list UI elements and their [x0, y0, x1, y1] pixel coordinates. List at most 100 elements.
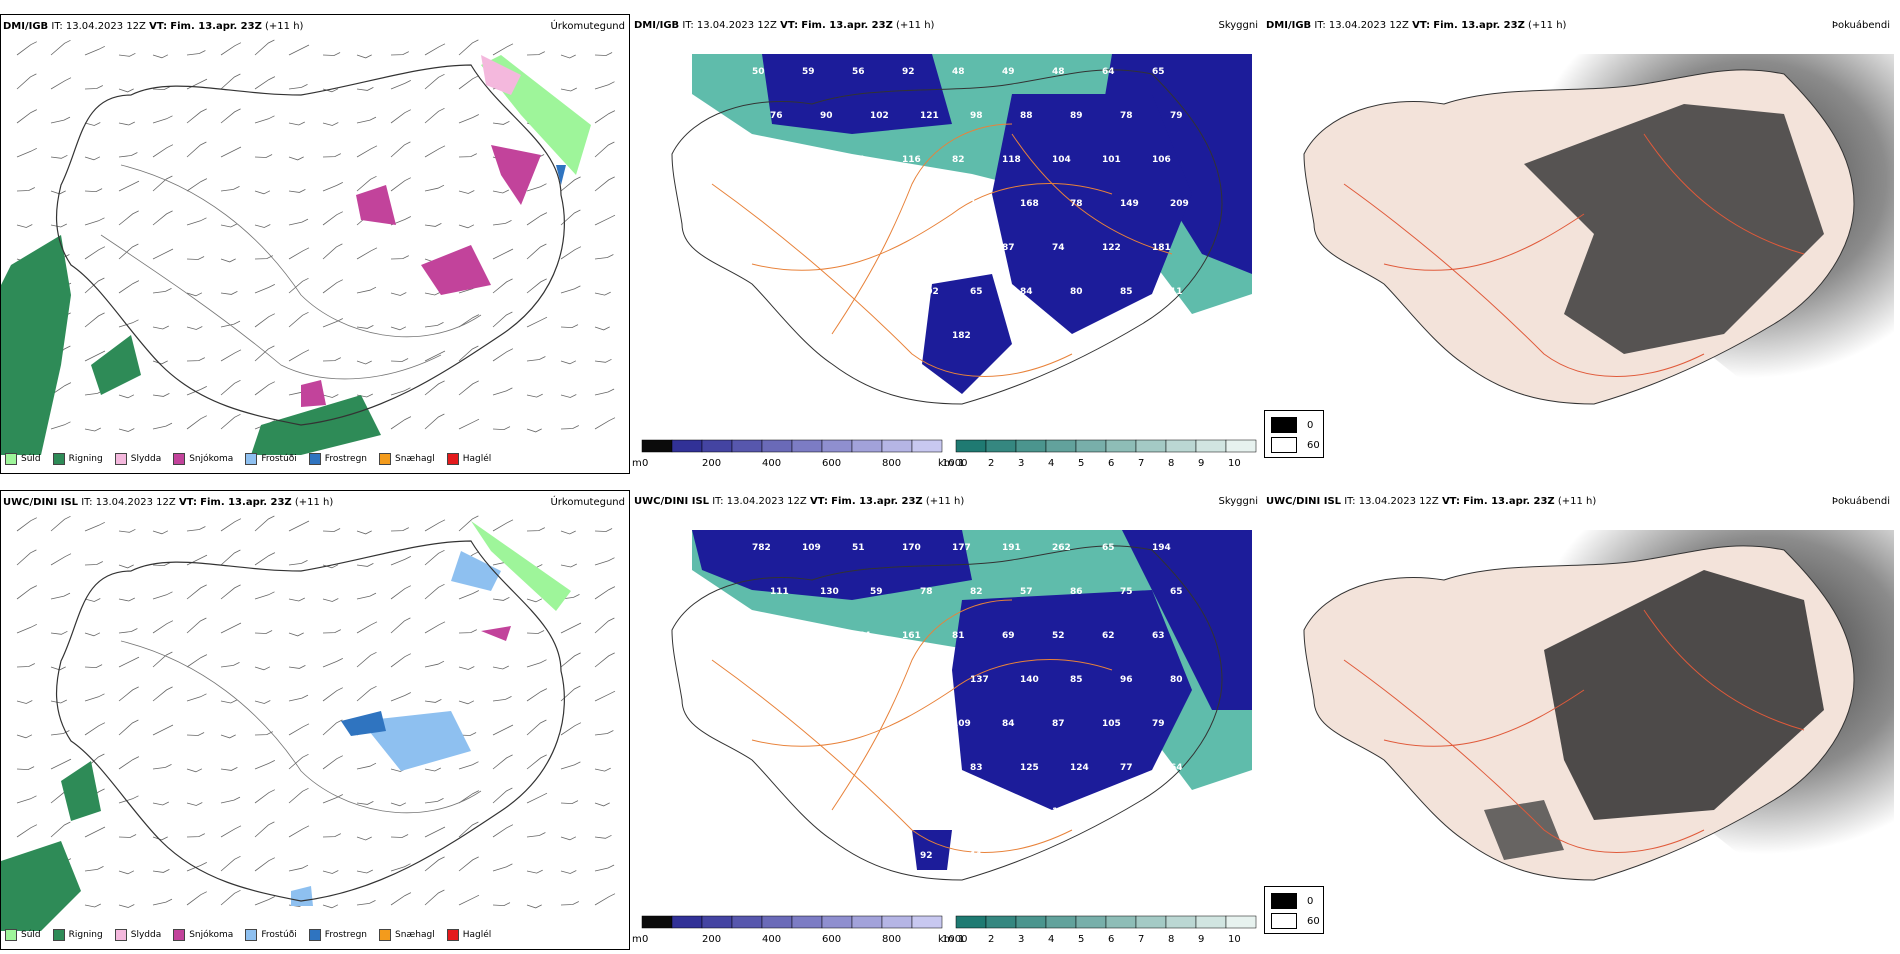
- wind-barb: [186, 178, 208, 192]
- wind-barb: [118, 280, 140, 294]
- wind-barb: [322, 122, 339, 126]
- wind-barb: [152, 686, 173, 702]
- elevation-scale-cell: [671, 439, 703, 453]
- wind-barb: [322, 629, 341, 634]
- wind-barb: [84, 866, 104, 872]
- wind-barb: [118, 528, 136, 533]
- visibility-value-label: 65: [970, 287, 983, 297]
- wind-barb: [50, 630, 68, 635]
- elevation-scale-cell: [761, 439, 793, 453]
- wind-barb: [50, 758, 72, 770]
- wind-barb: [390, 216, 411, 226]
- wind-barb: [424, 856, 445, 872]
- wind-barb: [50, 666, 66, 671]
- wind-barb: [526, 356, 546, 362]
- visibility-value-label: 74: [1052, 243, 1065, 253]
- wind-barb: [594, 81, 615, 90]
- wind-barb: [50, 515, 71, 532]
- visibility-value-label: 24: [752, 331, 765, 341]
- wind-barb: [84, 156, 101, 161]
- visibility-value-label: 57: [1020, 587, 1033, 597]
- wind-barb: [492, 348, 514, 362]
- elevation-scale-cell: [701, 915, 733, 929]
- legend-label: Frostregn: [324, 454, 368, 464]
- legend-swatch: [245, 929, 258, 941]
- wind-barb: [118, 564, 134, 569]
- iceland-map-precip: [1, 515, 616, 931]
- wind-barb: [220, 699, 237, 704]
- wind-barb: [390, 692, 411, 702]
- visibility-value-label: 782: [752, 543, 771, 553]
- wind-barb: [220, 889, 241, 906]
- wind-barb: [526, 243, 547, 260]
- wind-barb: [492, 863, 513, 872]
- wind-barb: [288, 311, 309, 328]
- visibility-value-label: 85: [1070, 675, 1083, 685]
- legend-label: Snjókoma: [189, 454, 234, 464]
- wind-barb: [492, 311, 513, 328]
- fog-legend: 0 60: [1264, 410, 1324, 458]
- wind-barb: [390, 556, 411, 566]
- legend-item: Frostúði: [245, 929, 297, 941]
- visibility-value-label: 65: [1170, 587, 1183, 597]
- fog-panel-uwc: UWC/DINI ISL IT: 13.04.2023 12Z VT: Fim.…: [1264, 490, 1894, 950]
- legend-swatch: [5, 929, 17, 941]
- visibility-value-label: 161: [902, 631, 921, 641]
- wind-barb: [526, 316, 548, 328]
- elevation-scale-unit: m: [632, 458, 642, 469]
- wind-barb: [560, 285, 581, 294]
- wind-barb: [186, 292, 203, 297]
- visibility-value-label: 86: [1070, 587, 1083, 597]
- wind-barb: [186, 415, 207, 430]
- visibility-value-label: 69: [1002, 631, 1015, 641]
- panel-header: UWC/DINI ISL IT: 13.04.2023 12Z VT: Fim.…: [3, 497, 334, 508]
- wind-barb: [322, 153, 341, 158]
- visibility-scale-tick: 8: [1168, 934, 1174, 945]
- wind-barb: [152, 86, 171, 91]
- visibility-scale-cell: [1195, 439, 1227, 453]
- wind-barb: [322, 243, 343, 260]
- wind-barb: [356, 87, 374, 91]
- wind-barb: [594, 767, 611, 772]
- visibility-value-label: 164: [852, 631, 871, 641]
- legend-swatch: [379, 453, 392, 465]
- wind-barb: [254, 224, 271, 228]
- wind-barb: [118, 686, 139, 702]
- wind-barb: [152, 764, 172, 770]
- visibility-value-label: 194: [1152, 543, 1171, 553]
- wind-barb: [186, 732, 205, 736]
- visibility-value-label: 81: [752, 155, 765, 165]
- wind-barb: [288, 825, 310, 838]
- visibility-value-label: 109: [802, 543, 821, 553]
- wind-barb: [220, 291, 238, 295]
- elevation-scale-tick: 400: [762, 458, 781, 469]
- wind-barb: [526, 832, 546, 838]
- visibility-value-label: 124: [1070, 763, 1089, 773]
- fog-legend: 0 60: [1264, 886, 1324, 934]
- visibility-scale-tick: 4: [1048, 934, 1054, 945]
- wind-barb: [356, 116, 377, 124]
- wind-barb: [254, 700, 271, 704]
- visibility-value-label: 65: [1102, 543, 1115, 553]
- wind-barb: [458, 153, 477, 158]
- visibility-value-label: 111: [770, 587, 789, 597]
- visibility-value-label: 96: [1120, 675, 1133, 685]
- visibility-value-label: 130: [820, 587, 839, 597]
- wind-barb: [322, 870, 339, 874]
- wind-barb: [220, 767, 238, 771]
- wind-barb: [16, 700, 33, 704]
- elevation-scale-tick: 200: [702, 458, 721, 469]
- wind-barb: [560, 800, 579, 805]
- wind-barb: [560, 685, 581, 702]
- wind-barb: [458, 761, 479, 770]
- legend-item: Frostregn: [308, 453, 368, 465]
- wind-barb: [84, 722, 106, 736]
- visibility-value-label: 102: [920, 287, 939, 297]
- panel-title: Skyggni: [1218, 496, 1258, 507]
- wind-barb: [424, 145, 446, 158]
- wind-barb: [152, 360, 168, 365]
- legend-label: Frostúði: [261, 454, 297, 464]
- visibility-value-label: 98: [920, 199, 933, 209]
- wind-barb: [220, 108, 241, 124]
- visibility-value-label: 78: [1070, 199, 1083, 209]
